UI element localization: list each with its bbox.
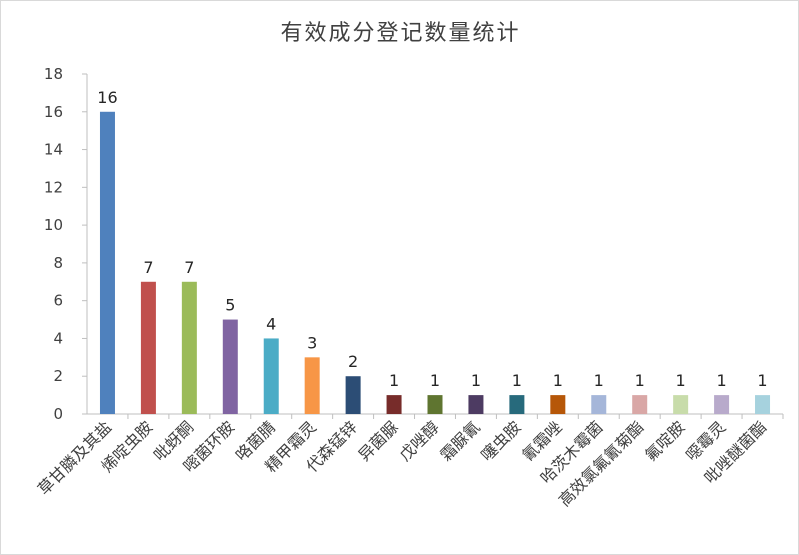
y-tick-label: 14	[44, 141, 63, 159]
bar-3	[222, 319, 238, 414]
y-tick-label: 4	[53, 329, 63, 347]
bar-12	[591, 395, 607, 414]
data-label: 1	[512, 371, 522, 390]
bar-0	[99, 111, 115, 415]
bar-1	[140, 281, 156, 414]
data-label: 16	[97, 88, 117, 107]
data-label: 4	[266, 314, 276, 333]
data-label: 3	[307, 333, 317, 352]
y-tick-label: 16	[44, 103, 63, 121]
data-label: 7	[184, 258, 194, 277]
bar-8	[427, 395, 443, 414]
bar-9	[468, 395, 484, 414]
bar-5	[304, 357, 320, 414]
data-label: 2	[348, 352, 358, 371]
data-label: 1	[389, 371, 399, 390]
bar-4	[263, 338, 279, 414]
category-label: 异菌脲	[355, 417, 402, 464]
bar-11	[550, 395, 566, 414]
chart-title: 有效成分登记数量统计	[280, 21, 521, 46]
data-label: 1	[676, 371, 686, 390]
category-label: 戊唑醇	[395, 417, 442, 464]
y-tick-label: 10	[44, 216, 63, 234]
data-label: 1	[471, 371, 481, 390]
bar-6	[345, 376, 361, 414]
bar-13	[632, 395, 648, 414]
data-label: 5	[225, 296, 235, 315]
data-label: 1	[635, 371, 645, 390]
bar-16	[755, 395, 771, 414]
y-tick-label: 0	[53, 405, 63, 423]
bar-10	[509, 395, 525, 414]
y-tick-label: 8	[53, 254, 63, 272]
bar-7	[386, 395, 402, 414]
data-label: 1	[553, 371, 563, 390]
y-tick-label: 2	[53, 367, 63, 385]
bar-14	[673, 395, 689, 414]
y-tick-label: 12	[44, 178, 63, 196]
category-label: 霜脲氰	[436, 417, 483, 464]
category-label: 噻虫胺	[477, 417, 524, 464]
data-label: 1	[716, 371, 726, 390]
y-tick-label: 18	[44, 65, 63, 83]
bar-2	[181, 281, 197, 414]
y-tick-label: 6	[53, 292, 63, 310]
data-label: 1	[594, 371, 604, 390]
data-label: 7	[143, 258, 153, 277]
bar-15	[714, 395, 730, 414]
data-label: 1	[430, 371, 440, 390]
category-label: 氟啶胺	[641, 417, 688, 464]
data-label: 1	[757, 371, 767, 390]
